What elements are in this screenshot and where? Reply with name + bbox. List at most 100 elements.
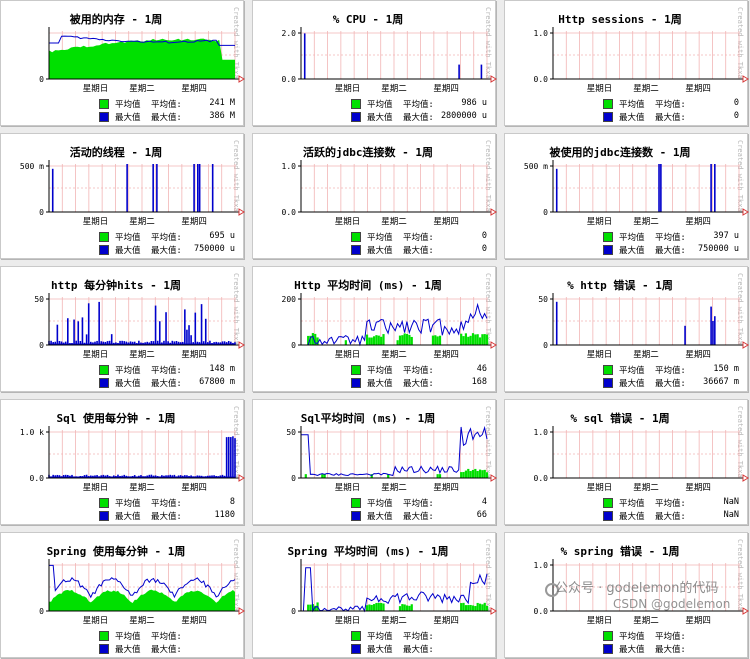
graph-panel[interactable]: Sql 使用每分钟 - 1周 Created with Tkxa 0.0 1.0 k 星…: [0, 399, 245, 525]
legend-swatch-avg: [603, 498, 613, 508]
x-axis-arrow-icon: [238, 341, 245, 349]
avg-bar: [478, 337, 482, 345]
graph-plot: 0 星期日 星期二 星期四: [39, 559, 245, 626]
graph-panel[interactable]: 活动的线程 - 1周 Created with Tkxa 0 500 m 星期日 星期二 星…: [0, 133, 245, 259]
graph-plot: 0 500 m 星期日 星期二 星期四: [20, 160, 245, 227]
avg-bar: [462, 602, 465, 611]
rrd-watermark: Created with Tkxa: [232, 539, 240, 611]
avg-bar: [380, 336, 383, 345]
legend-series-name: 最大值: [619, 645, 645, 655]
rrd-watermark: Created with Tkxa: [232, 140, 240, 212]
avg-bar: [410, 604, 413, 611]
graph-panel[interactable]: Http 平均时间 (ms) - 1周 Created with Tkxa 0 200…: [252, 266, 497, 392]
legend-max: 最大值 最大值:: [253, 643, 495, 655]
avg-bar: [460, 333, 463, 345]
avg-bar: [467, 605, 470, 611]
legend-max: 最大值 最大值: 750000 u: [1, 244, 243, 256]
y-tick-label: 0.0: [534, 75, 549, 84]
y-tick-label: 0: [39, 208, 44, 217]
legend-max: 最大值 最大值: 2800000 u: [253, 111, 495, 123]
avg-bar: [344, 340, 347, 345]
legend-swatch-avg: [351, 232, 361, 242]
avg-bar: [483, 469, 486, 478]
legend-series-name: 平均值: [115, 233, 141, 243]
y-tick-label: 0: [291, 341, 296, 350]
legend-avg: 平均值 平均值: 8: [1, 497, 243, 509]
avg-bar: [382, 603, 385, 611]
graph-panel[interactable]: Sql平均时间 (ms) - 1周 Created with Tkxa 0 50 星期日…: [252, 399, 497, 525]
legend-series-name: 最大值: [115, 512, 141, 522]
avg-bar: [438, 335, 442, 345]
avg-bar: [438, 474, 442, 478]
y-tick-label: 50: [538, 295, 548, 304]
avg-bar: [478, 603, 482, 611]
graph-title: % CPU - 1周: [332, 13, 404, 26]
graph-panel[interactable]: % http 错误 - 1周 Created with Tkxa 0 50 星期日 星期二…: [504, 266, 749, 392]
watermark-line2: CSDN @godelemon: [613, 597, 731, 611]
day-label: 星期二: [129, 217, 155, 227]
rrd-watermark: Created with Tkxa: [484, 406, 492, 478]
avg-area: [49, 38, 235, 79]
avg-bar: [380, 602, 383, 611]
avg-bar: [476, 334, 479, 345]
day-label: 星期二: [381, 217, 407, 227]
avg-bar: [398, 335, 402, 345]
avg-bar: [307, 604, 310, 611]
graph-plot: 0.0 2.0 星期日 星期二 星期四: [282, 27, 497, 94]
legend-stat-label: 平均值:: [655, 366, 686, 376]
avg-bar: [431, 335, 435, 345]
legend-max: 最大值 最大值:: [505, 643, 747, 655]
legend-swatch-max: [603, 511, 613, 521]
graph-panel[interactable]: 活跃的jdbc连接数 - 1周 Created with Tkxa 0.0 1.0 星期…: [252, 133, 497, 259]
legend-value: 2800000 u: [440, 111, 487, 121]
graph-panel[interactable]: % CPU - 1周 Created with Tkxa 0.0 2.0 星期日 星期二 星…: [252, 0, 497, 126]
graph-plot: 0 星期日 星期二 星期四: [39, 27, 245, 94]
day-label: 星期二: [381, 483, 407, 493]
day-label: 星期四: [181, 616, 207, 626]
legend-series-name: 平均值: [115, 366, 141, 376]
avg-bar: [483, 334, 486, 345]
legend-swatch-max: [99, 511, 109, 521]
graph-panel[interactable]: Http sessions - 1周 Created with Tkxa 0.0 1.…: [504, 0, 749, 126]
graph-panel[interactable]: Spring 平均时间 (ms) - 1周 Created with Tkxa 0 星…: [252, 532, 497, 658]
legend-swatch-avg: [603, 99, 613, 109]
legend-avg: 平均值 平均值: 150 m: [505, 364, 747, 376]
legend-value: 750000 u: [194, 244, 235, 254]
rrd-watermark: Created with Tkxa: [484, 140, 492, 212]
day-label: 星期二: [381, 350, 407, 360]
y-tick-label: 1.0: [282, 162, 297, 171]
avg-bar: [471, 469, 475, 478]
rrd-watermark: Created with Tkxa: [232, 7, 240, 79]
graph-plot: 0 500 m 星期日 星期二 星期四: [524, 160, 749, 227]
day-label: 星期四: [685, 84, 711, 94]
graph-plot: 0.0 1.0 星期日 星期二 星期四: [282, 160, 497, 227]
graph-plot: 0 50 星期日 星期二 星期四: [286, 425, 497, 493]
graph-panel[interactable]: http 每分钟hits - 1周 Created with Tkxa 0 50 星期日…: [0, 266, 245, 392]
graph-panel[interactable]: % sql 错误 - 1周 Created with Tkxa 0.0 1.0 星期日 星…: [504, 399, 749, 525]
graph-plot: 0.0 1.0 星期日 星期二 星期四: [534, 27, 749, 94]
legend-max: 最大值 最大值: 168: [253, 377, 495, 389]
avg-bar: [486, 334, 489, 345]
avg-area: [49, 589, 235, 611]
legend-swatch-max: [603, 112, 613, 122]
legend-avg: 平均值 平均值: 46: [253, 364, 495, 376]
legend-value: 386 M: [209, 111, 235, 121]
avg-bar: [471, 333, 475, 345]
legend-max: 最大值 最大值: 0: [505, 111, 747, 123]
graph-plot: 0 星期日 星期二 星期四: [291, 559, 497, 626]
legend-stat-label: 平均值:: [403, 499, 434, 509]
avg-bar: [323, 474, 326, 478]
graph-panel[interactable]: 被使用的jdbc连接数 - 1周 Created with Tkxa 0 500 m 星…: [504, 133, 749, 259]
x-axis-arrow-icon: [742, 607, 749, 615]
graph-plot: 0 50 星期日 星期二 星期四: [538, 293, 749, 360]
legend-stat-label: 最大值:: [655, 512, 686, 522]
legend-series-name: 最大值: [619, 512, 645, 522]
avg-bar: [460, 472, 463, 478]
graph-panel[interactable]: 被用的内存 - 1周 Created with Tkxa 0 星期日 星期二 星期四 平均值…: [0, 0, 245, 126]
graph-title: Sql 使用每分钟 - 1周: [56, 412, 176, 425]
x-axis-arrow-icon: [742, 341, 749, 349]
legend-swatch-avg: [99, 365, 109, 375]
legend-series-name: 平均值: [367, 632, 393, 642]
graph-panel[interactable]: Spring 使用每分钟 - 1周 Created with Tkxa 0 星期日 星期…: [0, 532, 245, 658]
day-label: 星期日: [83, 616, 109, 626]
